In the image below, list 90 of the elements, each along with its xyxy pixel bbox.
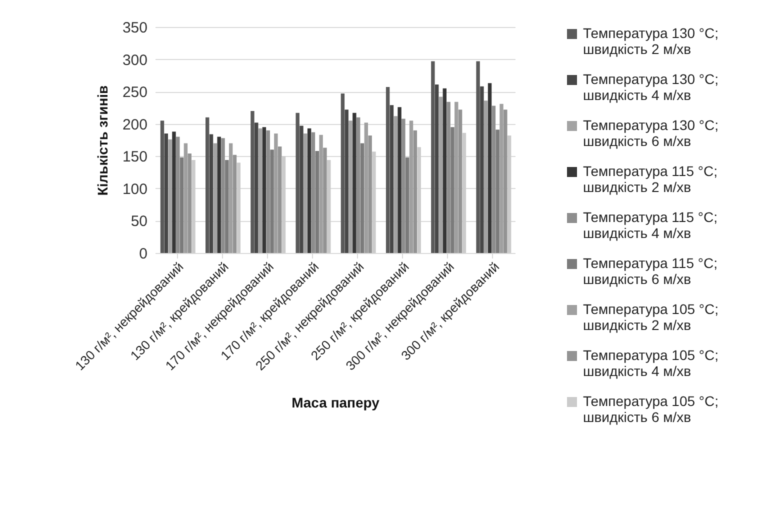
bar [507, 135, 512, 253]
bar [500, 104, 504, 253]
legend-label: Температура 105 °C; швидкість 4 м/хв [583, 347, 719, 379]
bar [504, 110, 508, 253]
bar [270, 150, 274, 253]
bar [356, 117, 360, 253]
bar [409, 120, 414, 253]
bar [496, 130, 500, 253]
bar [476, 61, 480, 253]
bar [192, 160, 196, 253]
legend-label: Температура 105 °C; швидкість 6 м/хв [583, 393, 719, 425]
y-tick-label: 200 [122, 116, 148, 134]
bar [406, 157, 410, 253]
bar [168, 139, 172, 253]
bar [480, 86, 484, 253]
bar [492, 106, 496, 253]
bar [390, 105, 394, 253]
bar [304, 134, 308, 253]
bar [232, 154, 237, 253]
bar [164, 134, 168, 253]
bar [274, 134, 278, 253]
legend-label: Температура 130 °C; швидкість 2 м/хв [583, 25, 719, 57]
bar [300, 126, 304, 253]
bar [372, 152, 376, 253]
y-tick-label: 0 [139, 246, 148, 262]
bar [266, 130, 270, 253]
bar [319, 134, 323, 253]
bar [438, 96, 443, 253]
bar [184, 143, 188, 253]
bar [446, 102, 450, 253]
bar [307, 128, 312, 253]
bar [315, 150, 319, 253]
bar [348, 120, 352, 253]
bar [413, 130, 418, 253]
bar [402, 118, 406, 253]
bar [188, 154, 192, 253]
bar [398, 107, 402, 253]
bar [262, 127, 266, 253]
bar [206, 117, 210, 253]
y-tick-label: 150 [122, 148, 148, 166]
bar [228, 143, 233, 253]
bar [364, 122, 368, 253]
bar [417, 147, 421, 253]
bar [344, 110, 348, 253]
bar [340, 94, 345, 253]
y-axis-title: Кількість згинів [94, 84, 110, 196]
bar [434, 84, 439, 253]
bar [209, 134, 214, 253]
bar [360, 143, 364, 253]
bar [386, 87, 390, 253]
bar [352, 112, 356, 253]
bar [221, 138, 225, 253]
bar [394, 116, 398, 253]
y-tick-label: 50 [130, 213, 148, 230]
bar [484, 100, 488, 253]
bar [250, 110, 254, 253]
y-tick-label: 350 [122, 20, 148, 36]
bar [431, 61, 435, 253]
bar [323, 148, 327, 253]
y-tick-label: 100 [122, 180, 148, 198]
bar [296, 112, 300, 253]
bar [488, 83, 492, 253]
legend-label: Температура 105 °C; швидкість 2 м/хв [583, 301, 719, 333]
bar [225, 160, 229, 253]
legend-label: Температура 115 °C; швидкість 2 м/хв [583, 163, 718, 195]
bar [172, 132, 176, 253]
bar [454, 102, 458, 253]
y-tick-label: 250 [122, 84, 148, 102]
bar [462, 132, 466, 253]
bar [254, 122, 258, 253]
bar [180, 157, 184, 253]
x-axis-title: Маса паперу [292, 394, 380, 410]
bar [368, 135, 372, 253]
legend-label: Температура 130 °C; швидкість 6 м/хв [583, 117, 719, 149]
bar [442, 88, 447, 253]
bar [278, 146, 282, 253]
bar [282, 156, 286, 253]
y-tick-label: 300 [122, 52, 148, 69]
bar [236, 162, 240, 253]
bar [176, 136, 180, 253]
legend-label: Температура 115 °C; швидкість 4 м/хв [583, 209, 718, 241]
legend-label: Температура 130 °C; швидкість 4 м/хв [583, 71, 719, 103]
legend-label: Температура 115 °C; швидкість 6 м/хв [583, 255, 718, 287]
bar [217, 136, 221, 253]
bar [258, 128, 262, 253]
bar [458, 110, 462, 253]
bar [160, 120, 164, 253]
bar [327, 160, 331, 253]
bar [311, 132, 316, 253]
bar [213, 143, 218, 253]
